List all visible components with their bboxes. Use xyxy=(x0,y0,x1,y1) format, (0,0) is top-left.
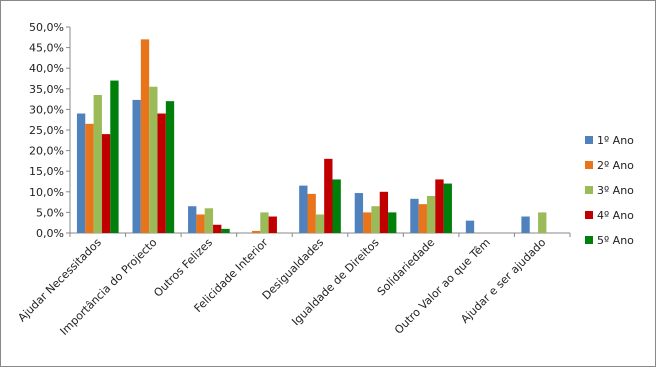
y-tick-label: 15,0% xyxy=(29,165,64,178)
bar xyxy=(363,212,372,233)
bar xyxy=(213,224,222,233)
bar xyxy=(443,183,452,233)
bar xyxy=(388,212,397,233)
bar xyxy=(410,198,419,233)
bar xyxy=(426,195,436,233)
bar xyxy=(268,216,277,233)
bar xyxy=(324,158,333,233)
bar xyxy=(307,193,316,233)
legend-swatch xyxy=(585,186,593,194)
bar xyxy=(332,179,341,233)
bar xyxy=(196,214,205,233)
bar xyxy=(379,191,389,233)
bar xyxy=(354,193,364,233)
y-tick-label: 45,0% xyxy=(29,42,64,55)
y-tick-label: 50,0% xyxy=(29,21,64,34)
legend-label: 4º Ano xyxy=(597,209,634,222)
bar xyxy=(132,99,141,233)
bar xyxy=(140,39,150,233)
bar xyxy=(101,134,111,233)
bar xyxy=(299,185,308,233)
bar xyxy=(221,228,230,233)
bar xyxy=(149,86,158,234)
legend-label: 5º Ano xyxy=(597,234,634,247)
bar xyxy=(204,208,214,233)
bar xyxy=(538,212,547,233)
legend-label: 1º Ano xyxy=(597,134,634,147)
bar xyxy=(157,113,166,233)
y-tick-label: 5,0% xyxy=(36,206,64,219)
bar xyxy=(188,206,197,233)
bar xyxy=(260,212,269,233)
y-tick-label: 20,0% xyxy=(29,145,64,158)
bar xyxy=(165,101,175,233)
legend-label: 2º Ano xyxy=(597,159,634,172)
bar xyxy=(371,206,380,233)
legend-swatch xyxy=(585,161,593,169)
legend-label: 3º Ano xyxy=(597,184,634,197)
y-tick-label: 0,0% xyxy=(36,227,64,240)
legend-swatch xyxy=(585,211,593,219)
bar xyxy=(93,94,102,233)
bar xyxy=(76,113,86,233)
bar xyxy=(465,220,475,233)
legend-swatch xyxy=(585,236,593,244)
bar xyxy=(435,179,444,233)
bar xyxy=(418,204,427,233)
y-tick-label: 30,0% xyxy=(29,103,64,116)
bar xyxy=(315,214,325,233)
bar xyxy=(110,80,119,233)
bar xyxy=(521,216,530,233)
y-tick-label: 10,0% xyxy=(29,186,64,199)
y-tick-label: 25,0% xyxy=(29,124,64,137)
bar xyxy=(251,230,261,233)
bar xyxy=(85,123,94,233)
y-tick-label: 35,0% xyxy=(29,83,64,96)
y-tick-label: 40,0% xyxy=(29,62,64,75)
legend-swatch xyxy=(585,136,593,144)
